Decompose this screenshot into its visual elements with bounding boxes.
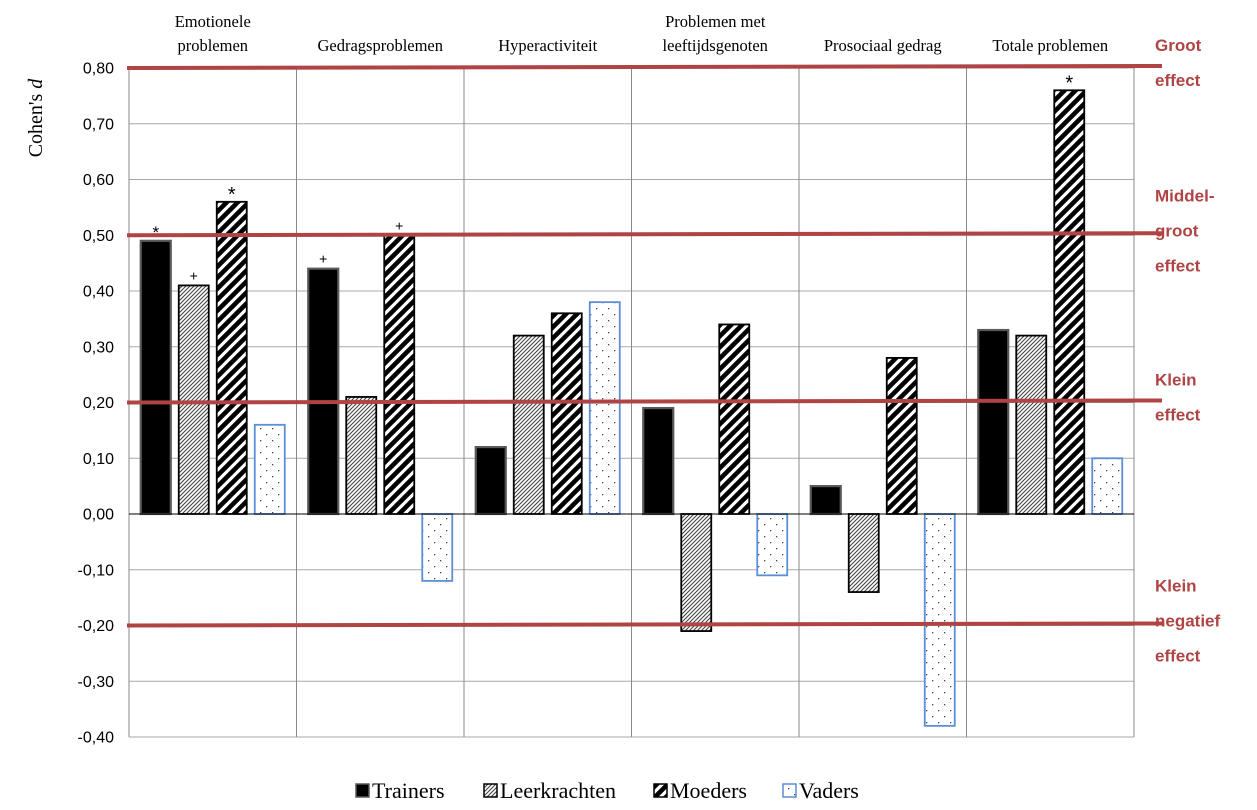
y-tick-label: 0,30 bbox=[83, 339, 114, 356]
legend-swatch-moeders bbox=[653, 783, 668, 798]
category-label: leeftijdsgenoten bbox=[663, 36, 768, 55]
category-label: Hyperactiviteit bbox=[498, 36, 597, 55]
reference-label: effect bbox=[1155, 256, 1201, 275]
bar-vaders bbox=[923, 513, 956, 727]
significance-marker: + bbox=[319, 251, 327, 267]
category-label: Gedragsproblemen bbox=[317, 36, 443, 55]
reference-label: Klein bbox=[1155, 577, 1197, 596]
y-tick-label: 0,00 bbox=[83, 507, 114, 524]
y-tick-label: 0,50 bbox=[83, 228, 114, 245]
bar-trainers bbox=[307, 267, 340, 516]
legend-label: Vaders bbox=[799, 778, 859, 803]
significance-marker: * bbox=[1065, 72, 1073, 94]
bar-leerkrachten bbox=[512, 334, 545, 515]
category-label: problemen bbox=[177, 36, 248, 55]
reference-line bbox=[126, 621, 1163, 628]
labels: 0,80 0,70 0,60 0,50 0,40 0,30 0,20 0,10 0,00 -0,1… bbox=[25, 12, 1108, 747]
category-label: Totale problemen bbox=[992, 36, 1108, 55]
legend-swatch-vaders bbox=[782, 783, 797, 798]
category-label: Emotionele bbox=[175, 12, 251, 31]
bar-leerkrachten bbox=[1015, 334, 1048, 515]
reference-line bbox=[126, 231, 1163, 238]
reference-label: negatief bbox=[1155, 612, 1221, 631]
bar-trainers bbox=[642, 406, 675, 516]
reference-line bbox=[126, 64, 1163, 70]
legend-label: Moeders bbox=[670, 778, 747, 803]
reference-label: Middel- bbox=[1155, 186, 1215, 205]
reference-lines: Groot effect Middel-groot effect Klein effect… bbox=[126, 36, 1221, 666]
bar-trainers bbox=[474, 446, 507, 516]
legend: Trainers Leerkrachten Moeders Vaders bbox=[355, 778, 859, 803]
bar-vaders bbox=[421, 513, 454, 582]
bar-moeders bbox=[383, 234, 416, 515]
bar-moeders bbox=[550, 312, 583, 515]
bar-trainers bbox=[809, 485, 842, 516]
bar-moeders bbox=[718, 323, 751, 515]
y-tick-label: 0,80 bbox=[83, 61, 114, 78]
bar-moeders bbox=[215, 200, 248, 515]
legend-label: Leerkrachten bbox=[500, 778, 616, 803]
reference-label: effect bbox=[1155, 71, 1201, 90]
reference-line bbox=[126, 398, 1163, 405]
reference-label: Groot bbox=[1155, 36, 1202, 55]
reference-label: Klein bbox=[1155, 371, 1197, 390]
bar-vaders bbox=[756, 513, 789, 577]
bar-leerkrachten bbox=[345, 396, 378, 515]
reference-label: groot bbox=[1155, 221, 1199, 240]
y-tick-label: 0,10 bbox=[83, 451, 114, 468]
significance-marker: * bbox=[228, 184, 236, 206]
y-axis-label-text: Cohen's bbox=[25, 89, 47, 158]
bar-moeders bbox=[885, 356, 918, 515]
legend-label: Trainers bbox=[372, 778, 445, 803]
y-tick-label: -0,30 bbox=[78, 674, 115, 691]
significance-marker: + bbox=[190, 267, 198, 283]
bar-vaders bbox=[253, 423, 286, 515]
y-tick-label: -0,10 bbox=[78, 562, 115, 579]
bar-trainers bbox=[977, 328, 1010, 516]
bar-leerkrachten bbox=[847, 513, 880, 593]
y-axis-label: Cohen's d bbox=[25, 78, 47, 158]
reference-label: effect bbox=[1155, 647, 1201, 666]
bar-trainers bbox=[139, 239, 172, 516]
bar-leerkrachten bbox=[177, 284, 210, 515]
bar-vaders bbox=[588, 301, 621, 515]
bar-leerkrachten bbox=[680, 513, 713, 632]
bar-moeders bbox=[1053, 89, 1086, 515]
y-tick-label: 0,40 bbox=[83, 284, 114, 301]
y-tick-label: 0,60 bbox=[83, 172, 114, 189]
y-tick-label: 0,70 bbox=[83, 116, 114, 133]
reference-label: effect bbox=[1155, 406, 1201, 425]
significance-marker: + bbox=[395, 217, 403, 233]
y-tick-label: 0,20 bbox=[83, 395, 114, 412]
legend-swatch-leerkrachten bbox=[483, 783, 498, 798]
bar-vaders bbox=[1091, 457, 1124, 515]
legend-swatch-trainers bbox=[355, 783, 370, 798]
y-tick-label: -0,20 bbox=[78, 618, 115, 635]
category-label: Problemen met bbox=[665, 12, 766, 31]
significance-marker: * bbox=[152, 223, 159, 242]
y-axis-label-symbol: d bbox=[25, 78, 47, 89]
y-tick-label: -0,40 bbox=[78, 730, 115, 747]
category-label: Prosociaal gedrag bbox=[824, 36, 942, 55]
